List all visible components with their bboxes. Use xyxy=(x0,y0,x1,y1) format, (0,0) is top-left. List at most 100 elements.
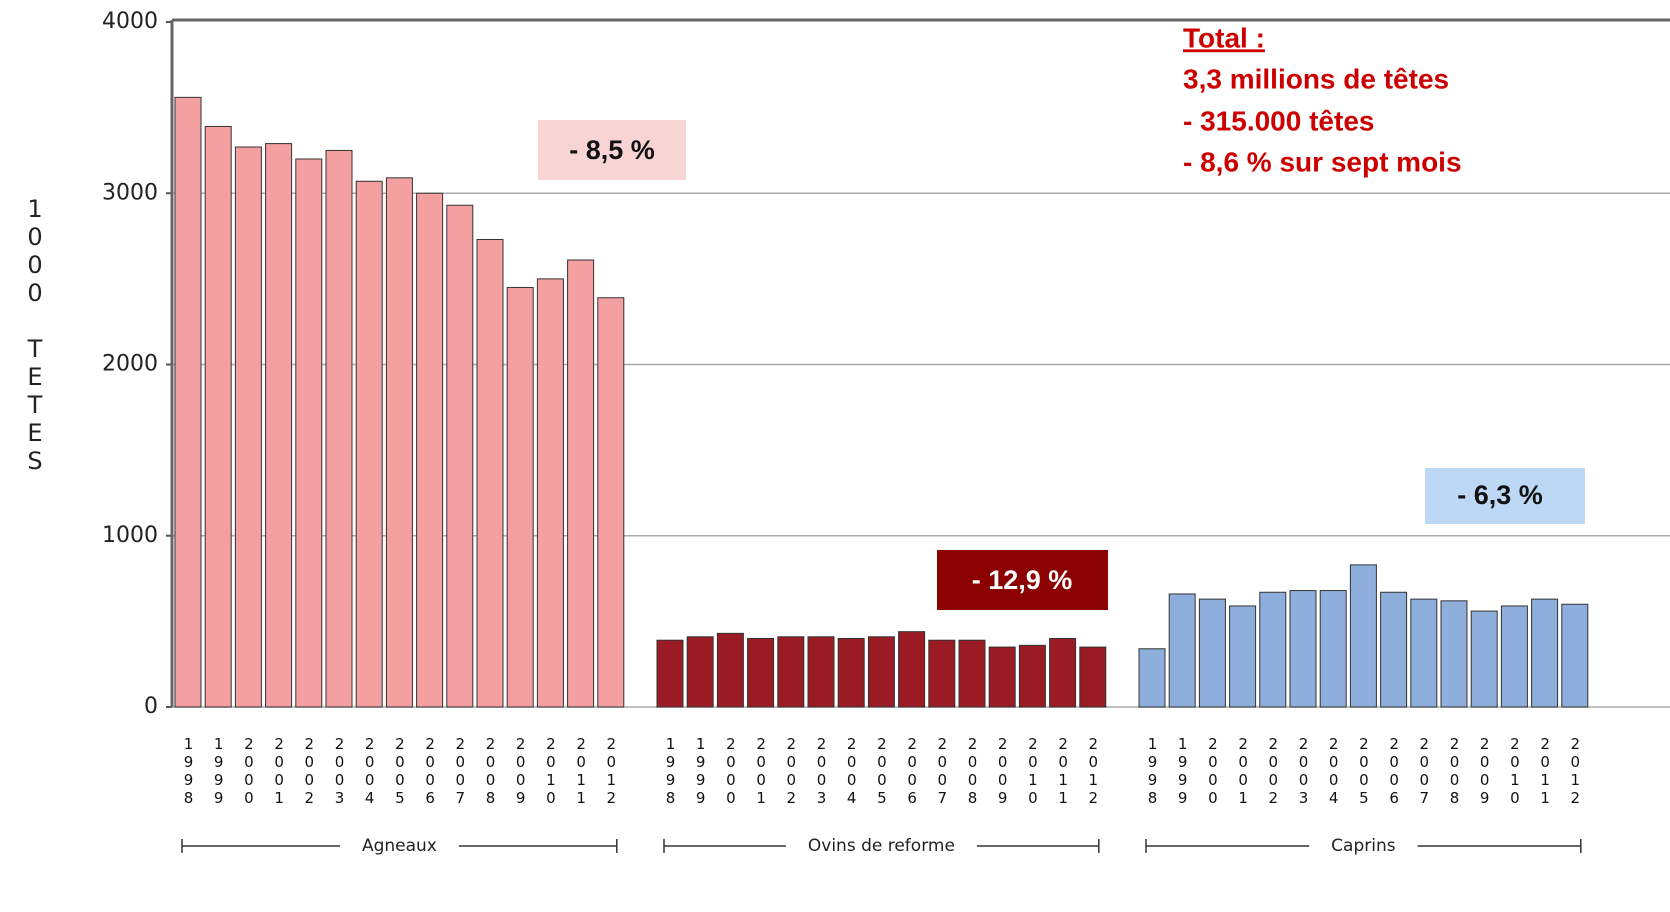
x-tick-label: 2006 xyxy=(421,735,439,807)
bar xyxy=(1349,564,1377,708)
x-tick-label: 2010 xyxy=(1024,735,1042,807)
x-tick-label: 2007 xyxy=(451,735,469,807)
x-tick-label: 2005 xyxy=(391,735,409,807)
x-tick-label: 2009 xyxy=(1476,735,1494,807)
bar xyxy=(416,192,444,708)
annotation: - 12,9 % xyxy=(972,565,1073,595)
plot: 0 1000 2000 3000 4000 1998 1999 2000 2001 2002 200… xyxy=(102,9,1670,856)
bar xyxy=(1500,605,1528,708)
bar xyxy=(716,632,744,708)
bar xyxy=(656,639,684,708)
x-tick-label: 2000 xyxy=(240,735,258,807)
x-tick-label: 2002 xyxy=(782,735,800,807)
bar xyxy=(1138,648,1166,708)
bar xyxy=(325,149,353,708)
bar xyxy=(1561,603,1589,708)
bar xyxy=(898,631,926,708)
x-tick-label: 2011 xyxy=(1054,735,1072,807)
x-tick-label: 2000 xyxy=(722,735,740,807)
x-tick-label: 1998 xyxy=(662,735,680,807)
x-tick-label: 1999 xyxy=(1174,735,1192,807)
bar xyxy=(1289,590,1317,708)
bar xyxy=(1079,646,1107,708)
group-label: Ovins de reforme xyxy=(808,836,955,856)
annotation: - 6,3 % xyxy=(1457,480,1543,510)
total-line: 3,3 millions de têtes xyxy=(1183,63,1449,94)
y-tick-label: 0 xyxy=(144,694,158,719)
x-tick-label: 2005 xyxy=(1355,735,1373,807)
x-tick-label: 2008 xyxy=(964,735,982,807)
x-tick-label: 1999 xyxy=(210,735,228,807)
x-tick-label: 2008 xyxy=(1446,735,1464,807)
y-axis-label: 1000 TETES xyxy=(21,195,49,475)
y-tick-label: 3000 xyxy=(102,180,158,205)
bar xyxy=(958,639,986,708)
bar xyxy=(295,158,323,708)
bar xyxy=(476,238,504,708)
bar xyxy=(204,125,232,708)
bar xyxy=(777,636,805,708)
group-label: Caprins xyxy=(1331,836,1396,856)
x-tick-label: 2010 xyxy=(1506,735,1524,807)
bar xyxy=(265,143,293,708)
bar xyxy=(536,278,564,708)
x-tick-label: 2000 xyxy=(1204,735,1222,807)
x-tick-label: 2004 xyxy=(1325,735,1343,807)
bar xyxy=(686,636,714,708)
bar xyxy=(1259,591,1287,708)
annotation: - 8,5 % xyxy=(569,135,655,165)
bar xyxy=(1470,610,1498,708)
x-tick-label: 2011 xyxy=(572,735,590,807)
bar xyxy=(1531,598,1559,708)
y-tick-label: 1000 xyxy=(102,523,158,548)
x-tick-label: 2008 xyxy=(482,735,500,807)
bar xyxy=(988,646,1016,708)
bar xyxy=(234,146,262,708)
bar xyxy=(506,286,534,708)
bar xyxy=(597,297,625,708)
x-tick-label: 1998 xyxy=(1144,735,1162,807)
bar xyxy=(837,638,865,708)
x-tick-label: 1998 xyxy=(180,735,198,807)
x-tick-label: 2004 xyxy=(843,735,861,807)
bar xyxy=(446,204,474,708)
bar xyxy=(1410,598,1438,708)
x-tick-label: 2001 xyxy=(1234,735,1252,807)
annotation-box xyxy=(1425,468,1585,524)
bar xyxy=(1229,605,1257,708)
bar xyxy=(1440,600,1468,708)
total-heading: Total : xyxy=(1183,22,1265,53)
bar xyxy=(355,180,383,708)
bar xyxy=(567,259,595,708)
x-tick-label: 2003 xyxy=(1295,735,1313,807)
x-tick-label: 2011 xyxy=(1536,735,1554,807)
x-tick-label: 1999 xyxy=(692,735,710,807)
bar xyxy=(1198,598,1226,708)
x-tick-label: 2012 xyxy=(602,735,620,807)
x-tick-label: 2006 xyxy=(903,735,921,807)
annotation-box xyxy=(538,120,686,180)
bar xyxy=(1049,638,1077,708)
bar xyxy=(928,639,956,708)
total-line: - 8,6 % sur sept mois xyxy=(1183,146,1462,177)
bar xyxy=(174,96,202,708)
y-tick-label: 4000 xyxy=(102,9,158,34)
group-label: Agneaux xyxy=(362,836,437,856)
x-tick-label: 2010 xyxy=(542,735,560,807)
x-tick-label: 2009 xyxy=(512,735,530,807)
bar xyxy=(867,636,895,708)
bar xyxy=(807,636,835,708)
x-tick-label: 2002 xyxy=(1264,735,1282,807)
annotation-box xyxy=(937,550,1108,610)
bar xyxy=(747,638,775,708)
total-line: - 315.000 têtes xyxy=(1183,105,1374,136)
x-tick-label: 2004 xyxy=(361,735,379,807)
x-tick-label: 2012 xyxy=(1566,735,1584,807)
x-tick-label: 2003 xyxy=(813,735,831,807)
x-tick-label: 2003 xyxy=(331,735,349,807)
x-tick-label: 2006 xyxy=(1385,735,1403,807)
x-tick-label: 2007 xyxy=(1415,735,1433,807)
bar xyxy=(1168,593,1196,708)
x-tick-label: 2009 xyxy=(994,735,1012,807)
